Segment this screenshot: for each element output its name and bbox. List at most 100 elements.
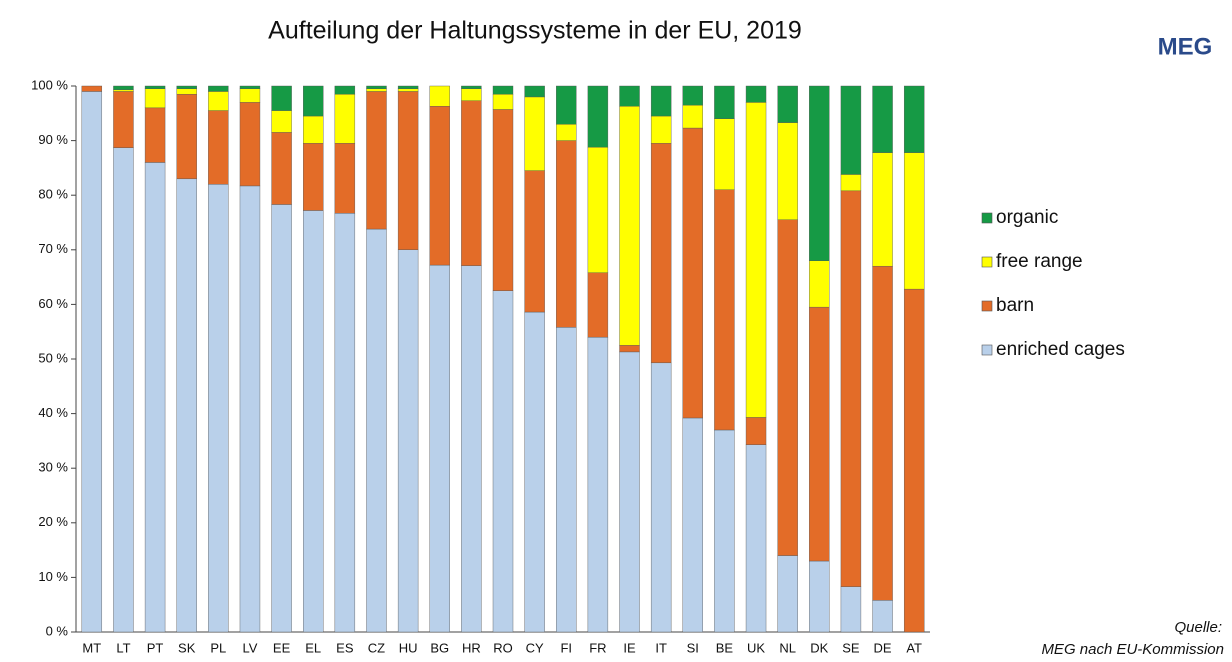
bar-segment bbox=[714, 189, 735, 431]
bar-segment bbox=[619, 106, 640, 346]
bar-segment bbox=[239, 185, 261, 633]
bar-segment bbox=[366, 85, 387, 89]
bar-segment bbox=[176, 178, 197, 633]
chart-title: Aufteilung der Haltungssysteme in der EU… bbox=[268, 17, 802, 45]
source: MEG nach EU-Kommission bbox=[1041, 641, 1224, 658]
bar-segment bbox=[745, 444, 767, 633]
bar-segment bbox=[524, 311, 545, 633]
y-tick-label: 80 % bbox=[38, 187, 68, 202]
bar-segment bbox=[682, 85, 703, 106]
bar-segment bbox=[840, 85, 862, 175]
x-tick-label: PL bbox=[210, 640, 226, 655]
bar-segment bbox=[303, 143, 324, 211]
bar-segment bbox=[777, 555, 798, 633]
legend-label: free range bbox=[996, 251, 1083, 272]
bar-segment bbox=[397, 88, 419, 92]
bar-segment bbox=[809, 306, 830, 562]
bar-segment bbox=[81, 85, 103, 92]
bar-segment bbox=[208, 184, 229, 633]
bar-segment bbox=[903, 152, 925, 290]
bar-segment bbox=[492, 109, 514, 291]
bar-segment bbox=[208, 110, 229, 185]
bar-segment bbox=[113, 91, 134, 148]
legend-label: enriched cages bbox=[996, 339, 1125, 360]
bar-segment bbox=[872, 152, 893, 267]
bar-segment bbox=[587, 85, 609, 148]
x-tick-label: NL bbox=[779, 640, 796, 655]
bar-segment bbox=[587, 272, 609, 338]
bar-segment bbox=[461, 88, 482, 101]
x-tick-label: BG bbox=[430, 640, 449, 655]
bar-segment bbox=[903, 288, 925, 633]
bar-segment bbox=[334, 213, 356, 633]
x-tick-label: AT bbox=[906, 640, 922, 655]
bar-segment bbox=[650, 362, 672, 633]
bar-segment bbox=[176, 88, 197, 95]
bar-segment bbox=[903, 85, 925, 153]
bar-segment bbox=[271, 85, 292, 111]
legend-label: organic bbox=[996, 207, 1058, 228]
legend-swatch bbox=[981, 300, 993, 312]
bar-segment bbox=[334, 85, 356, 95]
x-tick-label: CY bbox=[526, 640, 544, 655]
x-tick-label: LT bbox=[116, 640, 130, 655]
bar-segment bbox=[619, 351, 640, 633]
bar-segment bbox=[271, 204, 292, 633]
y-tick-label: 50 % bbox=[38, 350, 68, 365]
x-tick-label: EL bbox=[305, 640, 321, 655]
bar-segment bbox=[113, 147, 134, 633]
bar-segment bbox=[144, 162, 166, 633]
x-tick-label: IT bbox=[655, 640, 667, 655]
x-tick-label: FI bbox=[560, 640, 572, 655]
bar-segment bbox=[872, 600, 893, 633]
y-tick-label: 60 % bbox=[38, 296, 68, 311]
bar-segment bbox=[524, 85, 545, 98]
x-tick-label: FR bbox=[589, 640, 606, 655]
x-tick-label: MT bbox=[82, 640, 101, 655]
bar-segment bbox=[461, 100, 482, 266]
bar-segment bbox=[840, 190, 862, 587]
x-tick-label: SK bbox=[178, 640, 196, 655]
bar-segment bbox=[714, 429, 735, 633]
bar-segment bbox=[872, 265, 893, 601]
bar-segment bbox=[144, 107, 166, 163]
logo: MEG bbox=[1158, 33, 1213, 60]
bar-segment bbox=[303, 115, 324, 144]
bar-segment bbox=[556, 124, 577, 141]
x-tick-label: UK bbox=[747, 640, 765, 655]
bar-segment bbox=[334, 143, 356, 214]
bar-segment bbox=[872, 85, 893, 153]
bar-segment bbox=[556, 85, 577, 125]
y-tick-label: 30 % bbox=[38, 460, 68, 475]
bar-segment bbox=[492, 290, 514, 633]
y-tick-label: 100 % bbox=[31, 77, 68, 92]
x-tick-label: RO bbox=[493, 640, 513, 655]
y-tick-label: 90 % bbox=[38, 132, 68, 147]
bar-segment bbox=[429, 264, 450, 633]
bar-segment bbox=[334, 93, 356, 144]
y-tick-label: 20 % bbox=[38, 514, 68, 529]
bar-segment bbox=[809, 260, 830, 308]
bar-segment bbox=[429, 106, 450, 266]
y-tick-label: 10 % bbox=[38, 569, 68, 584]
x-tick-label: HR bbox=[462, 640, 481, 655]
bar-segment bbox=[745, 85, 767, 103]
bar-segment bbox=[271, 110, 292, 133]
bar-segment bbox=[366, 228, 387, 633]
x-tick-label: SE bbox=[842, 640, 860, 655]
bar-segment bbox=[714, 118, 735, 190]
x-tick-label: CZ bbox=[368, 640, 385, 655]
bar-segment bbox=[176, 93, 197, 180]
legend-swatch bbox=[981, 212, 993, 224]
bar-segment bbox=[397, 91, 419, 250]
bar-segment bbox=[809, 85, 830, 261]
bar-segment bbox=[461, 85, 482, 89]
bar-segment bbox=[397, 249, 419, 633]
x-tick-label: SI bbox=[687, 640, 699, 655]
bar-segment bbox=[682, 127, 703, 419]
bar-segment bbox=[81, 91, 103, 633]
bar-segment bbox=[303, 85, 324, 117]
x-tick-label: IE bbox=[623, 640, 636, 655]
bar-segment bbox=[714, 85, 735, 119]
bar-segment bbox=[492, 85, 514, 95]
